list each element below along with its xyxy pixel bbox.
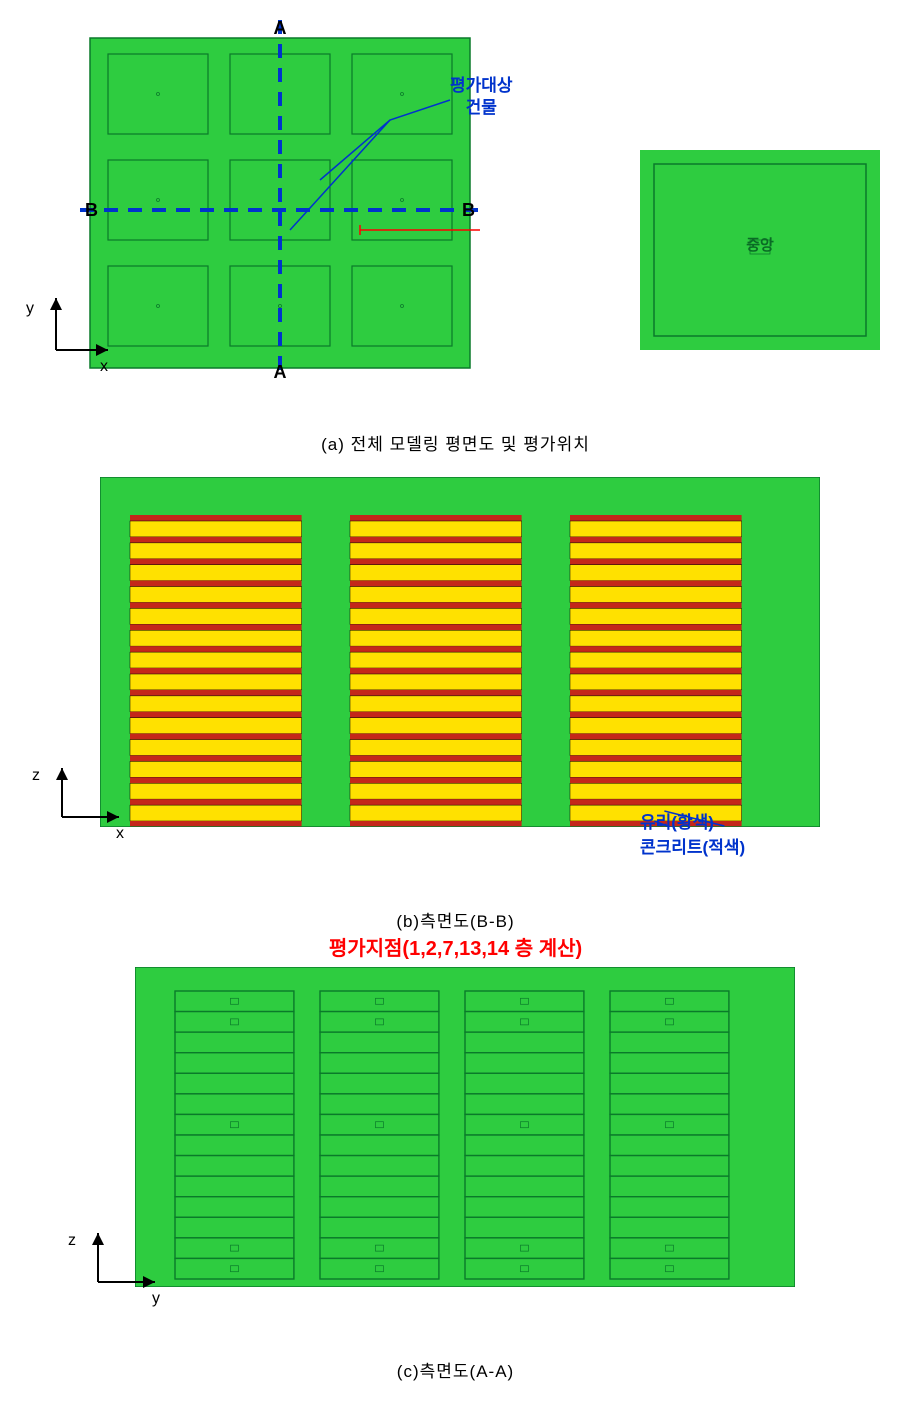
side-aa-svg [135, 967, 795, 1287]
axis-x-label-b: x [116, 825, 124, 843]
axis-z-label-c: z [68, 1232, 76, 1250]
section-c-side: z y [20, 967, 891, 1327]
svg-text:A: A [274, 362, 287, 380]
section-b-side: 유리(황색) 콘크리트(적색) z x [20, 477, 891, 887]
caption-b: (b)측면도(B-B) [20, 907, 891, 932]
label-concrete: 콘크리트(적색) [640, 837, 745, 859]
title-c: 평가지점(1,2,7,13,14 층 계산) [20, 932, 891, 961]
label-glass: 유리(황색) [640, 812, 714, 834]
annotation-target-building: 평가대상 건물 [450, 75, 513, 119]
svg-text:중앙: 중앙 [746, 236, 774, 254]
svg-text:B: B [462, 200, 475, 220]
caption-c: (c)측면도(A-A) [20, 1357, 891, 1382]
axis-x-label: x [100, 358, 108, 376]
axis-y-label-c: y [152, 1290, 160, 1308]
detail-panel-svg: 중앙 [640, 150, 880, 350]
svg-text:B: B [85, 200, 98, 220]
section-a-plan: A A B B 평가대상 건물 중앙 y x [20, 20, 891, 410]
axis-y-label: y [26, 300, 34, 318]
svg-text:A: A [274, 20, 287, 38]
plan-view-svg: A A B B [80, 20, 480, 380]
axis-z-label-b: z [32, 767, 40, 785]
side-bb-svg [100, 477, 820, 827]
caption-a: (a) 전체 모델링 평면도 및 평가위치 [20, 430, 891, 455]
